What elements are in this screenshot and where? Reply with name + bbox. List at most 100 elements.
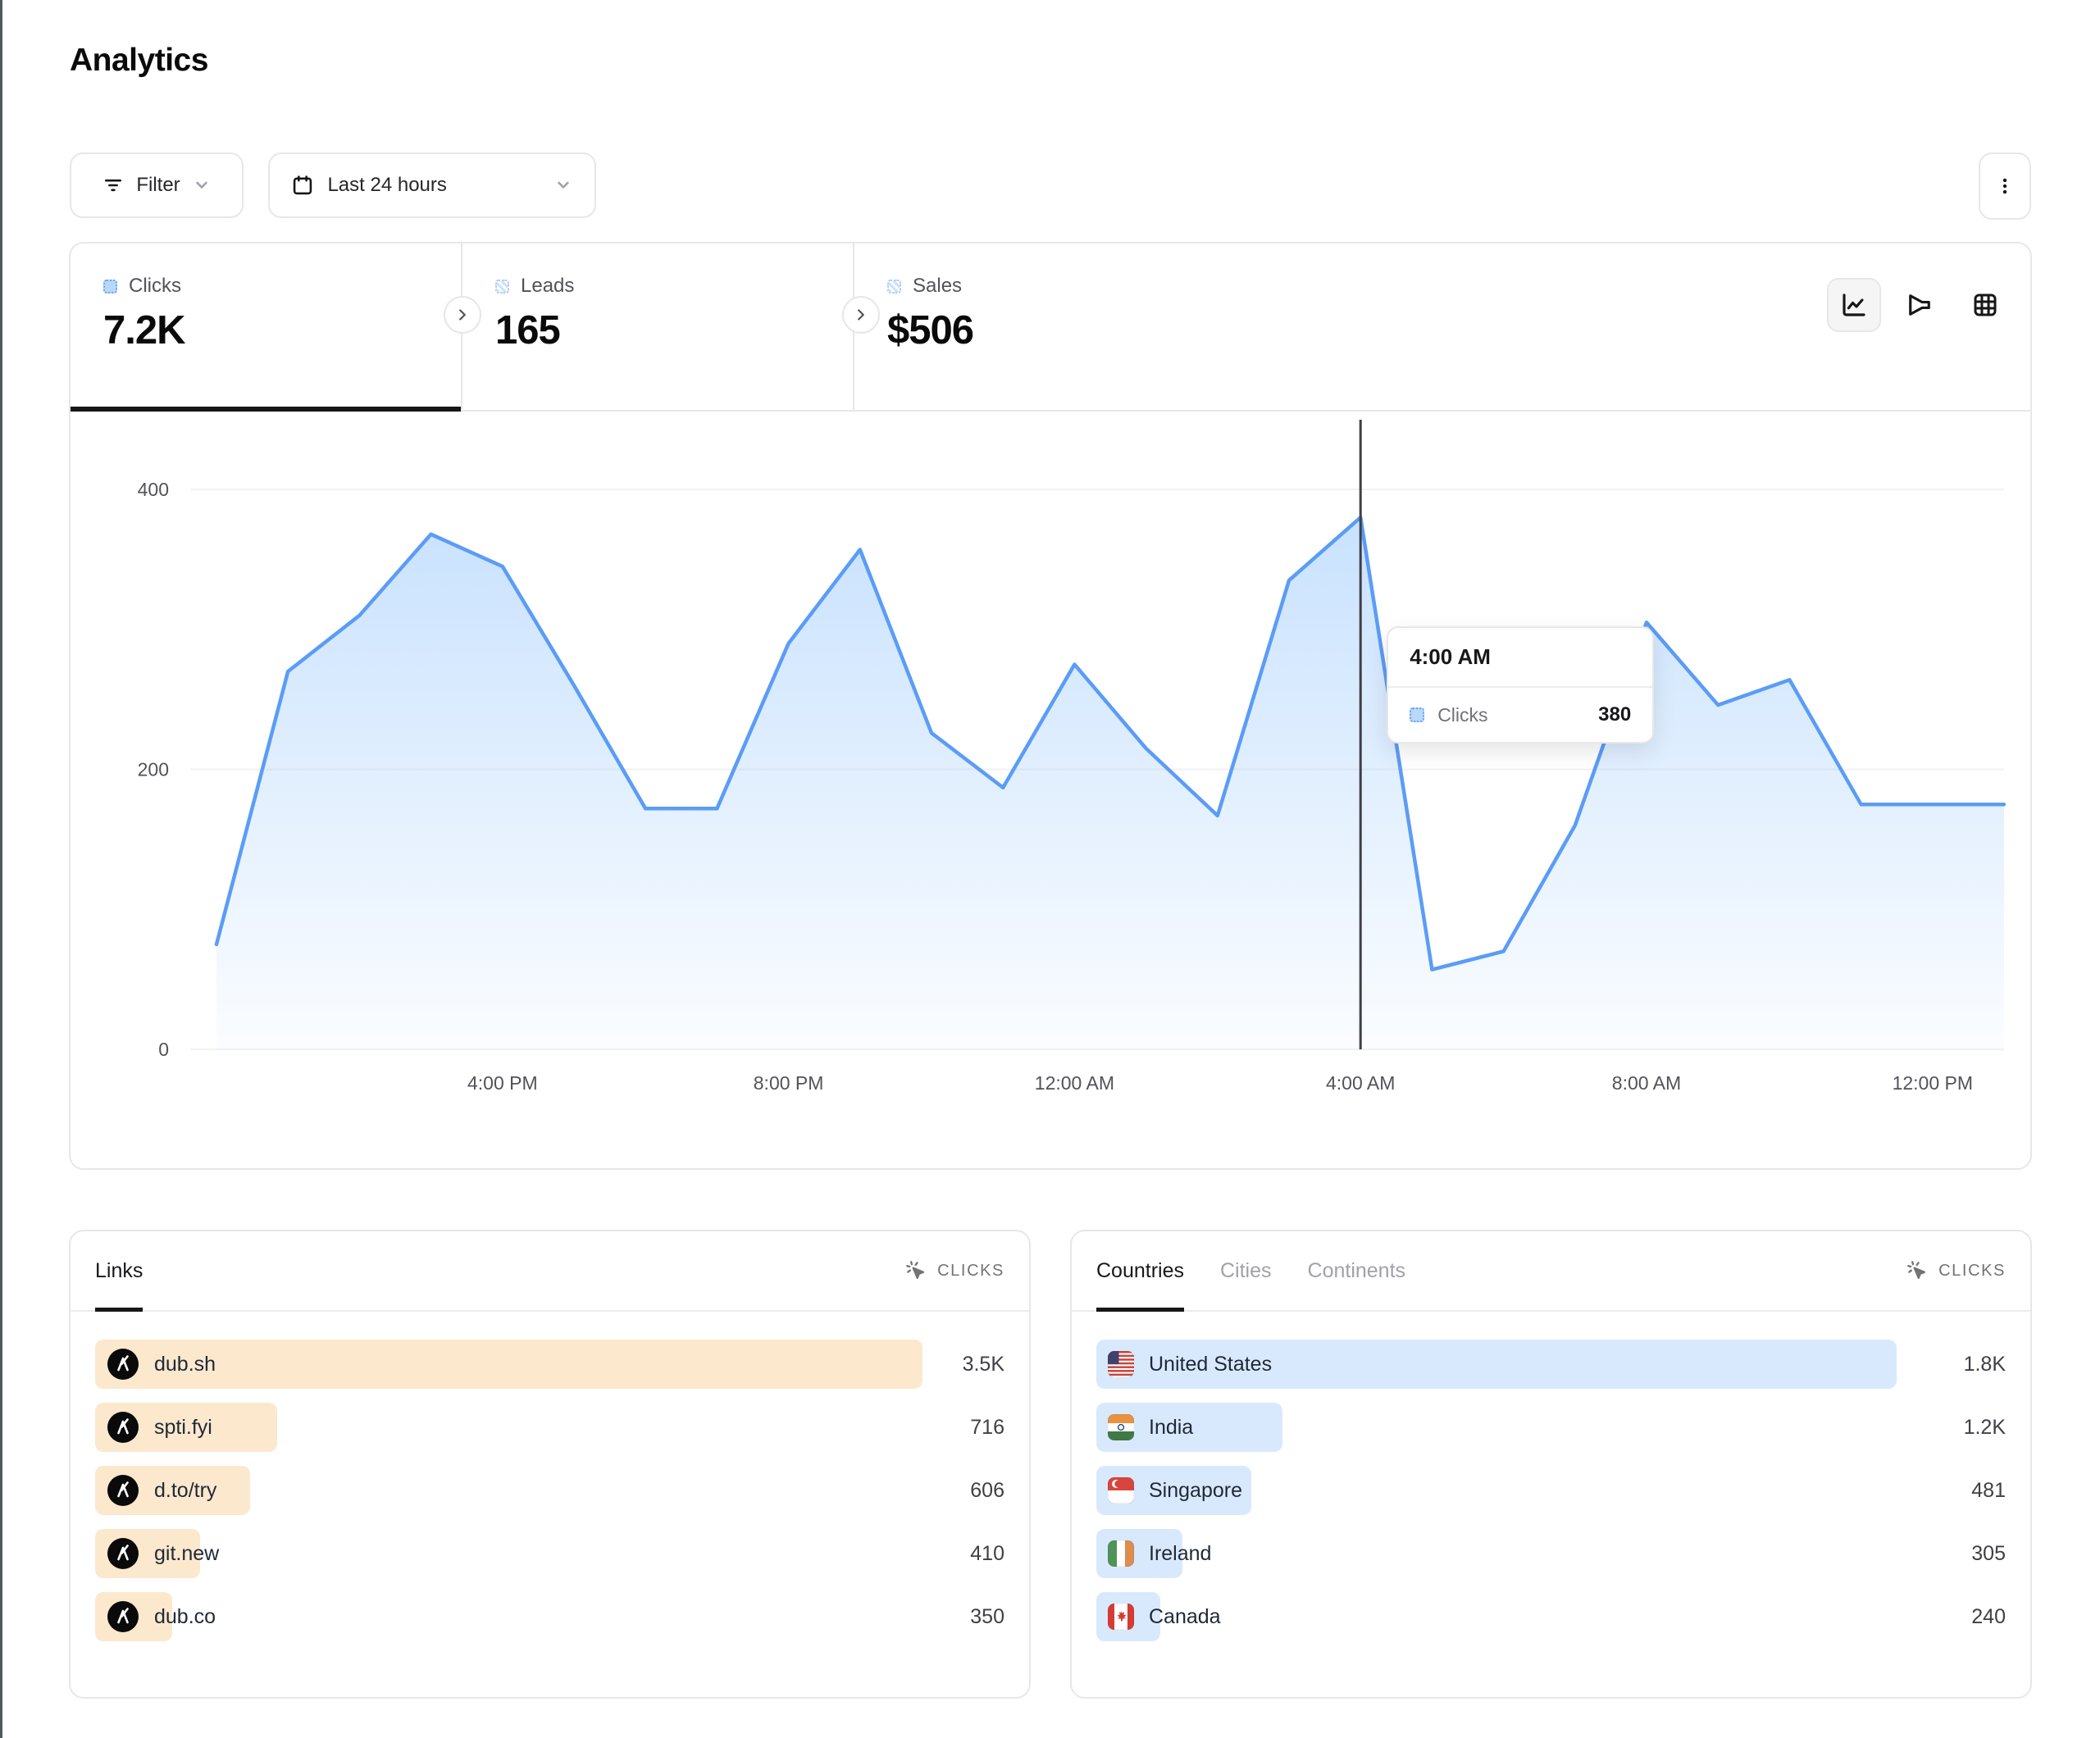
tab-links[interactable]: Links [95,1231,143,1312]
country-row[interactable]: Ireland 305 [1096,1529,2006,1578]
tab-cities[interactable]: Cities [1220,1258,1272,1282]
clicks-chart-area[interactable]: 0 200 400 4:00 PM 8:00 PM 12:00 AM 4:00 AM 8:00… [71,412,2030,1168]
clicks-value: 7.2K [103,308,186,353]
country-row-label: Canada [1149,1604,1221,1628]
link-row-label: dub.sh [154,1352,216,1376]
svg-text:400: 400 [138,479,169,500]
link-row[interactable]: dub.co 350 [95,1592,1004,1641]
country-row-clicks-value: 1.2K [1963,1415,2006,1439]
chevron-down-icon [192,175,212,195]
funnel-view-button[interactable] [1893,278,1947,332]
flag-sg-icon [1108,1477,1134,1504]
svg-text:4:00 AM: 4:00 AM [1326,1072,1395,1094]
link-row-label: git.new [154,1541,220,1565]
links-panel-header: Links CLICKS [71,1231,1029,1312]
link-row-clicks-value: 606 [970,1478,1004,1502]
metric-tabs: Clicks 7.2K Leads 165 Sales $506 [71,243,2030,412]
sales-legend-square [887,279,901,293]
cursor-click-icon [904,1259,927,1282]
links-metric-header[interactable]: CLICKS [904,1259,1004,1282]
next-metric-chevron-1[interactable] [444,296,481,334]
country-row-clicks-value: 1.8K [1963,1352,2006,1376]
country-row[interactable]: Singapore 481 [1096,1466,2006,1515]
country-row-label: India [1149,1415,1194,1439]
country-row-clicks-value: 481 [1971,1478,2006,1502]
link-row[interactable]: git.new 410 [95,1529,1004,1578]
leads-tab-label: Leads [521,275,575,297]
left-edge-divider [0,0,2,1738]
country-row-clicks-value: 305 [1971,1541,2006,1565]
tab-sales[interactable]: Sales $506 [854,243,1246,410]
link-row-clicks-value: 716 [970,1415,1004,1439]
countries-panel: Countries Cities Continents CLICKS Unite… [1070,1230,2032,1699]
tab-continents[interactable]: Continents [1307,1258,1406,1282]
filter-button-label: Filter [136,174,180,196]
line-chart-view-button[interactable] [1827,278,1881,332]
tab-countries[interactable]: Countries [1096,1231,1184,1312]
clicks-legend-square [103,279,117,293]
country-row-label: Ireland [1149,1541,1212,1565]
sales-value: $506 [887,308,974,353]
clicks-area-chart[interactable]: 0 200 400 4:00 PM 8:00 PM 12:00 AM 4:00 AM 8:00… [71,412,2030,1168]
chart-tooltip: 4:00 AM Clicks 380 [1387,626,1655,744]
flag-us-icon [1108,1351,1134,1377]
filter-icon [102,174,125,197]
flag-ca-icon [1108,1604,1134,1630]
svg-text:12:00 PM: 12:00 PM [1893,1072,1973,1094]
clicks-tab-label: Clicks [129,275,181,297]
svg-text:0: 0 [158,1039,169,1060]
tab-leads[interactable]: Leads 165 [462,243,854,410]
country-row-bar [1096,1340,1897,1389]
tooltip-series-label: Clicks [1437,703,1488,726]
country-row-clicks-value: 240 [1971,1604,2006,1628]
toolbar: Filter Last 24 hours [70,152,2031,220]
tab-clicks[interactable]: Clicks 7.2K [71,243,462,412]
flag-ie-icon [1108,1540,1134,1567]
table-grid-icon [1974,293,1997,316]
calendar-icon [291,174,314,197]
chevron-right-icon [459,309,466,321]
link-row-label: dub.co [154,1604,216,1628]
next-metric-chevron-2[interactable] [842,296,880,334]
link-row[interactable]: d.to/try 606 [95,1466,1004,1515]
dub-logo-icon [107,1537,139,1570]
link-row-clicks-value: 3.5K [962,1352,1004,1376]
link-row[interactable]: spti.fyi 716 [95,1403,1004,1452]
link-row-clicks-value: 350 [970,1604,1004,1628]
svg-text:12:00 AM: 12:00 AM [1035,1072,1114,1094]
countries-list: United States 1.8K India 1.2K Singapore 481 Ir… [1072,1312,2030,1641]
chevron-right-icon [858,309,864,321]
date-range-button[interactable]: Last 24 hours [268,152,597,218]
links-panel: Links CLICKS dub.sh 3.5K spti.fyi 716 d.to… [69,1230,1031,1699]
links-metric-label: CLICKS [937,1261,1004,1280]
country-row[interactable]: India 1.2K [1096,1403,2006,1452]
countries-metric-header[interactable]: CLICKS [1906,1259,2006,1282]
countries-metric-label: CLICKS [1938,1261,2006,1280]
breakdown-panels: Links CLICKS dub.sh 3.5K spti.fyi 716 d.to… [69,1230,2032,1699]
country-row-label: United States [1149,1352,1273,1376]
tooltip-legend-square [1410,707,1425,722]
tooltip-time: 4:00 AM [1388,628,1653,688]
link-row[interactable]: dub.sh 3.5K [95,1340,1004,1389]
country-row-label: Singapore [1149,1478,1242,1502]
dub-logo-icon [107,1348,139,1381]
dub-logo-icon [107,1474,139,1507]
svg-text:8:00 AM: 8:00 AM [1612,1072,1681,1094]
kebab-menu-icon [1994,175,2016,197]
dub-logo-icon [107,1411,139,1444]
table-view-button[interactable] [1958,278,2012,332]
line-chart-icon [1843,293,1865,316]
chevron-down-icon [553,175,573,195]
link-row-label: d.to/try [154,1478,217,1502]
country-row[interactable]: United States 1.8K [1096,1340,2006,1389]
country-row[interactable]: Canada 240 [1096,1592,2006,1641]
more-options-button[interactable] [1979,152,2031,220]
filter-button[interactable]: Filter [70,152,244,218]
leads-legend-square [495,279,509,293]
cursor-click-icon [1906,1259,1929,1282]
analytics-card: Clicks 7.2K Leads 165 Sales $506 [69,242,2032,1170]
countries-panel-header: Countries Cities Continents CLICKS [1072,1231,2030,1312]
chart-view-switcher [1827,278,2012,332]
links-list: dub.sh 3.5K spti.fyi 716 d.to/try 606 git.n… [71,1312,1029,1641]
svg-text:4:00 PM: 4:00 PM [467,1072,538,1094]
